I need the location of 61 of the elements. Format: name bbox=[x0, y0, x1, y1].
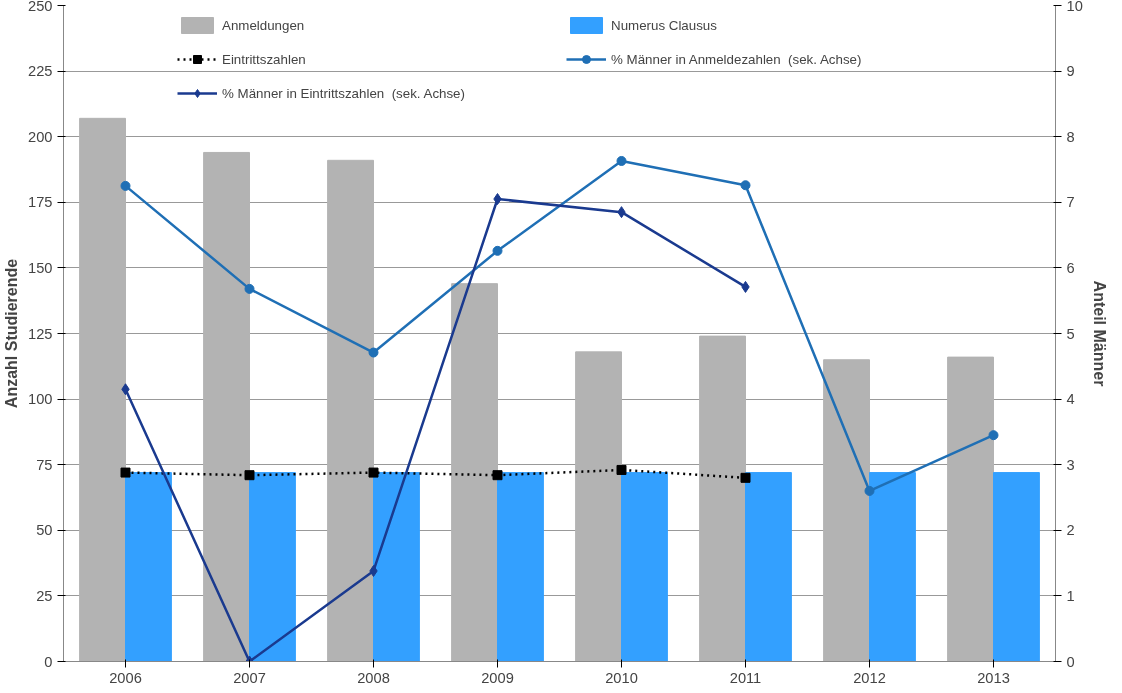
y2-tick-label: 8 bbox=[1066, 128, 1075, 145]
y2-tick-label: 9 bbox=[1066, 63, 1075, 80]
y2-tick-label: 4 bbox=[1066, 391, 1075, 408]
y2-tick-label: 7 bbox=[1066, 194, 1075, 211]
bar bbox=[125, 472, 172, 662]
y-tick-label: 0 bbox=[44, 653, 53, 670]
x-tick-label: 2010 bbox=[605, 669, 638, 686]
x-tick-label: 2007 bbox=[233, 669, 266, 686]
legend-label: Eintrittszahlen bbox=[222, 51, 307, 67]
bar bbox=[327, 159, 374, 662]
y2-tick-label: 0 bbox=[1066, 653, 1075, 670]
y-tick-label: 50 bbox=[36, 522, 53, 539]
y-tick-label: 75 bbox=[36, 456, 53, 473]
bar bbox=[249, 472, 296, 662]
point bbox=[616, 155, 627, 166]
y-tick-label: 200 bbox=[28, 128, 53, 145]
y2-tick-label: 6 bbox=[1066, 259, 1075, 276]
point bbox=[988, 430, 999, 441]
y2-tick-label: 10 bbox=[1066, 0, 1083, 14]
y-tick-label: 150 bbox=[28, 259, 53, 276]
y2-axis-title: Anteil Männer bbox=[1090, 280, 1108, 387]
bar bbox=[869, 472, 916, 662]
y-tick-label: 250 bbox=[28, 0, 53, 14]
point bbox=[368, 347, 379, 358]
legend-label: Numerus Clausus bbox=[611, 17, 718, 33]
x-tick-label: 2009 bbox=[481, 669, 514, 686]
bar bbox=[373, 472, 420, 662]
bar bbox=[947, 356, 994, 662]
y-axis-title: Anzahl Studierende bbox=[3, 258, 21, 409]
point bbox=[492, 245, 503, 256]
legend-label: Anmeldungen bbox=[222, 17, 306, 33]
bar bbox=[621, 472, 668, 662]
bar bbox=[451, 283, 498, 662]
y2-tick-label: 2 bbox=[1066, 522, 1075, 539]
x-tick-label: 2013 bbox=[977, 669, 1010, 686]
x-tick-label: 2011 bbox=[729, 669, 762, 686]
point bbox=[864, 485, 875, 496]
legend-label: % Männer in Eintrittszahlen (sek. Achse) bbox=[222, 85, 466, 101]
y2-tick-label: 3 bbox=[1066, 456, 1075, 473]
y-tick-label: 25 bbox=[36, 587, 53, 604]
legend-label: % Männer in Anmeldezahlen (sek. Achse) bbox=[611, 51, 863, 67]
y-tick-label: 125 bbox=[28, 325, 53, 342]
bar bbox=[823, 359, 870, 662]
x-tick-label: 2012 bbox=[853, 669, 886, 686]
y-tick-label: 225 bbox=[28, 63, 53, 80]
bar bbox=[497, 472, 544, 662]
y2-tick-label: 5 bbox=[1066, 325, 1075, 342]
y-tick-label: 100 bbox=[28, 391, 53, 408]
point bbox=[740, 180, 751, 191]
bar bbox=[993, 472, 1040, 662]
x-tick-label: 2006 bbox=[109, 669, 142, 686]
bar bbox=[575, 351, 622, 662]
bar bbox=[699, 335, 746, 662]
y2-tick-label: 1 bbox=[1066, 587, 1075, 604]
bar bbox=[745, 472, 792, 662]
point bbox=[244, 283, 255, 294]
bar bbox=[203, 151, 250, 662]
y-tick-label: 175 bbox=[28, 194, 53, 211]
x-tick-label: 2008 bbox=[357, 669, 390, 686]
bar bbox=[79, 117, 126, 662]
point bbox=[120, 180, 131, 191]
